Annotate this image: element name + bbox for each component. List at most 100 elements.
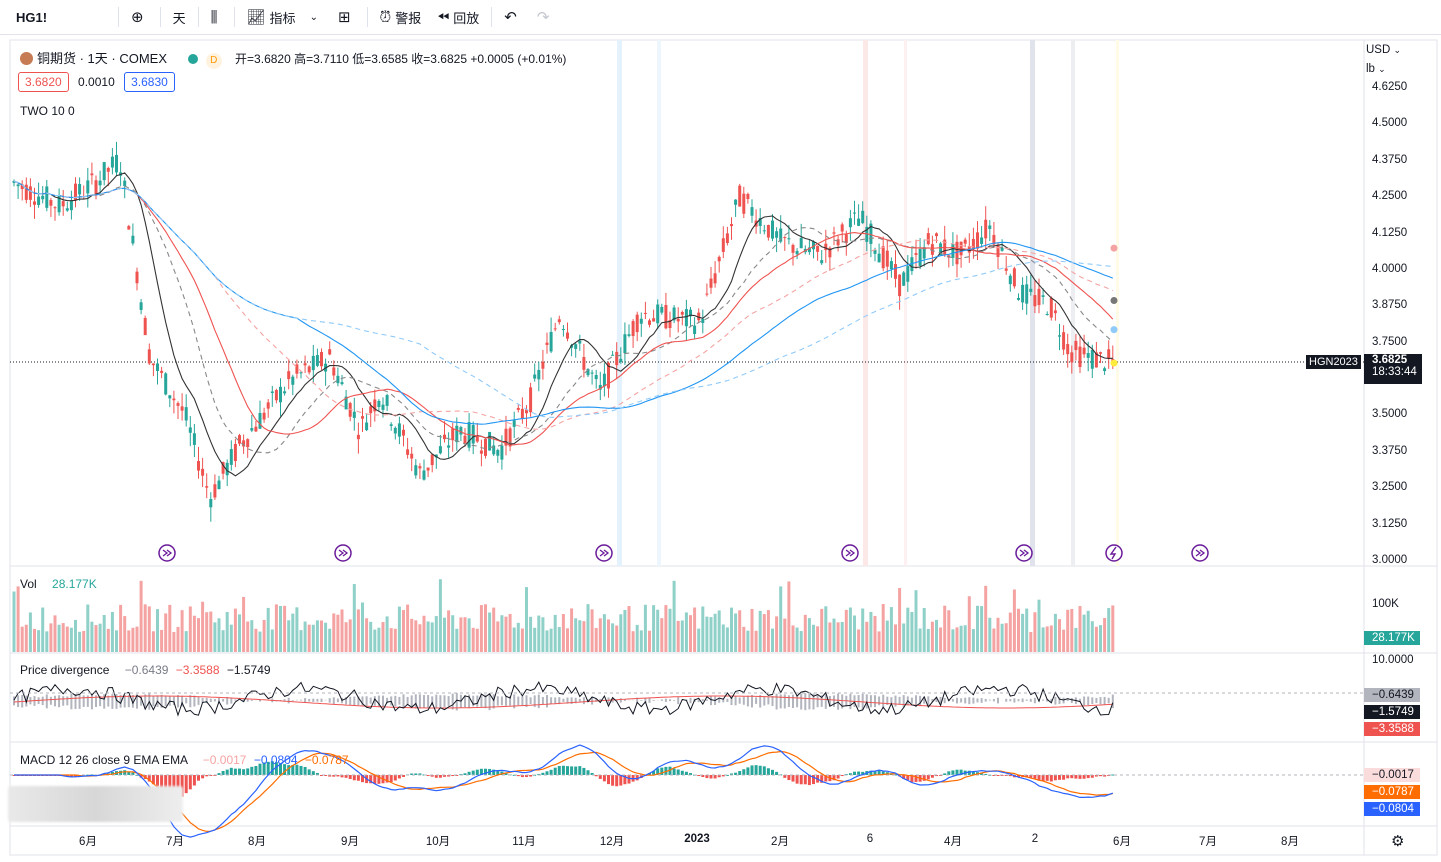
add-symbol-button[interactable]: ⊕	[123, 0, 156, 34]
pd-histogram-bar	[1021, 698, 1024, 703]
pd-histogram-bar	[1009, 699, 1012, 702]
volume-bar	[24, 624, 28, 652]
volume-bar	[57, 624, 61, 652]
pd-histogram-bar	[123, 695, 126, 708]
macd-histogram-bar	[791, 775, 795, 782]
candle	[484, 438, 487, 459]
two-indicator-label: TWO 10 0	[20, 104, 75, 118]
candle	[508, 426, 512, 452]
pd-histogram-bar	[931, 698, 934, 702]
volume-bar	[258, 631, 262, 652]
volume-bar	[45, 631, 49, 652]
macd-histogram-bar	[1025, 775, 1029, 778]
volume-bar	[156, 609, 159, 652]
volume-bar	[865, 621, 869, 652]
volume-bar	[758, 610, 762, 652]
candle	[594, 369, 598, 389]
undo-icon: ↶	[504, 8, 517, 26]
macd-histogram-bar	[992, 775, 996, 776]
volume-bar	[660, 618, 664, 652]
volume-bar	[676, 620, 680, 652]
pd-histogram-bar	[550, 697, 553, 705]
volume-bar	[1074, 627, 1078, 652]
replay-button[interactable]: ⏪︎ 回放	[429, 0, 487, 34]
macd-histogram-bar	[484, 768, 487, 775]
macd-histogram-bar	[951, 770, 955, 775]
bar-style-button[interactable]: ⫼	[203, 0, 230, 34]
pd-histogram-bar	[742, 696, 745, 705]
volume-bar	[238, 614, 241, 652]
candle	[188, 415, 192, 447]
candle	[857, 204, 861, 227]
macd-histogram-bar	[676, 769, 680, 775]
layout-button[interactable]: ⊞	[330, 0, 363, 34]
pd-histogram-bar	[734, 696, 737, 706]
indicators-button[interactable]: 📈︎ 指标 ⌄	[239, 0, 330, 34]
macd-histogram-bar	[594, 775, 598, 777]
candle	[1012, 266, 1016, 289]
alert-button[interactable]: ⏰︎ 警报	[372, 0, 430, 34]
pd-histogram-bar	[365, 696, 368, 706]
volume-bar	[1000, 623, 1004, 652]
candle	[328, 341, 332, 356]
macd-histogram-bar	[315, 772, 319, 775]
volume-bar	[656, 609, 660, 652]
volume-bar	[619, 614, 623, 652]
candle	[98, 170, 102, 197]
macd-histogram-bar	[233, 768, 237, 775]
bar-countdown: 18:33:44	[1372, 366, 1417, 378]
settings-button[interactable]: ⚙︎	[1391, 832, 1404, 850]
pd-histogram-bar	[869, 695, 872, 708]
candle	[143, 315, 147, 336]
pd-histogram-bar	[755, 697, 758, 704]
volume-bar	[164, 613, 168, 652]
macd-histogram-bar	[795, 775, 799, 784]
macd-histogram-bar	[184, 775, 188, 794]
macd-histogram-bar	[340, 775, 344, 778]
volume-bar	[643, 604, 647, 652]
macd-tag-1: −0.0017	[1364, 768, 1420, 782]
ask-box[interactable]: 3.6830	[124, 72, 175, 92]
candle	[213, 474, 217, 500]
macd-histogram-bar	[660, 767, 664, 775]
bid-box[interactable]: 3.6820	[18, 72, 69, 92]
volume-bar	[426, 621, 430, 652]
macd-histogram-bar	[574, 766, 578, 775]
pd-histogram-bar	[1054, 696, 1057, 705]
macd-histogram-bar	[635, 775, 639, 781]
macd-histogram-bar	[147, 775, 151, 782]
pd-histogram-bar	[353, 696, 356, 706]
pd-histogram-bar	[496, 696, 499, 706]
pd-histogram-bar	[90, 693, 93, 710]
time-axis-label: 2月	[771, 836, 789, 848]
currency-selector[interactable]: USD ⌄	[1366, 44, 1401, 56]
time-axis-label: 6月	[79, 836, 97, 848]
macd-histogram-bar	[881, 771, 885, 775]
volume-bar	[246, 621, 250, 652]
candle	[156, 358, 159, 385]
time-axis-label: 10月	[425, 836, 451, 848]
candle	[1041, 288, 1045, 305]
pd-histogram-bar	[574, 697, 577, 704]
volume-bar	[205, 612, 209, 652]
candle	[201, 457, 205, 488]
volume-bar	[471, 627, 475, 652]
undo-button[interactable]: ↶	[496, 0, 529, 34]
symbol-button[interactable]: HG1!	[16, 9, 48, 25]
redo-button[interactable]: ↷	[529, 0, 562, 34]
candle	[332, 360, 336, 380]
price-axis-label: 4.6250	[1372, 81, 1408, 93]
pd-histogram-bar	[480, 695, 483, 707]
candle	[971, 227, 975, 259]
pd-histogram-bar	[648, 698, 651, 703]
unit-selector[interactable]: lb ⌄	[1366, 63, 1386, 75]
interval-button[interactable]: 天	[172, 10, 186, 26]
pd-histogram-bar	[205, 697, 208, 704]
pd-value-3: −1.5749	[226, 663, 271, 677]
macd-histogram-bar	[922, 775, 926, 781]
macd-histogram-bar	[750, 765, 754, 775]
pd-histogram-bar	[976, 698, 979, 703]
pd-histogram-bar	[427, 695, 430, 708]
candle	[635, 311, 639, 342]
